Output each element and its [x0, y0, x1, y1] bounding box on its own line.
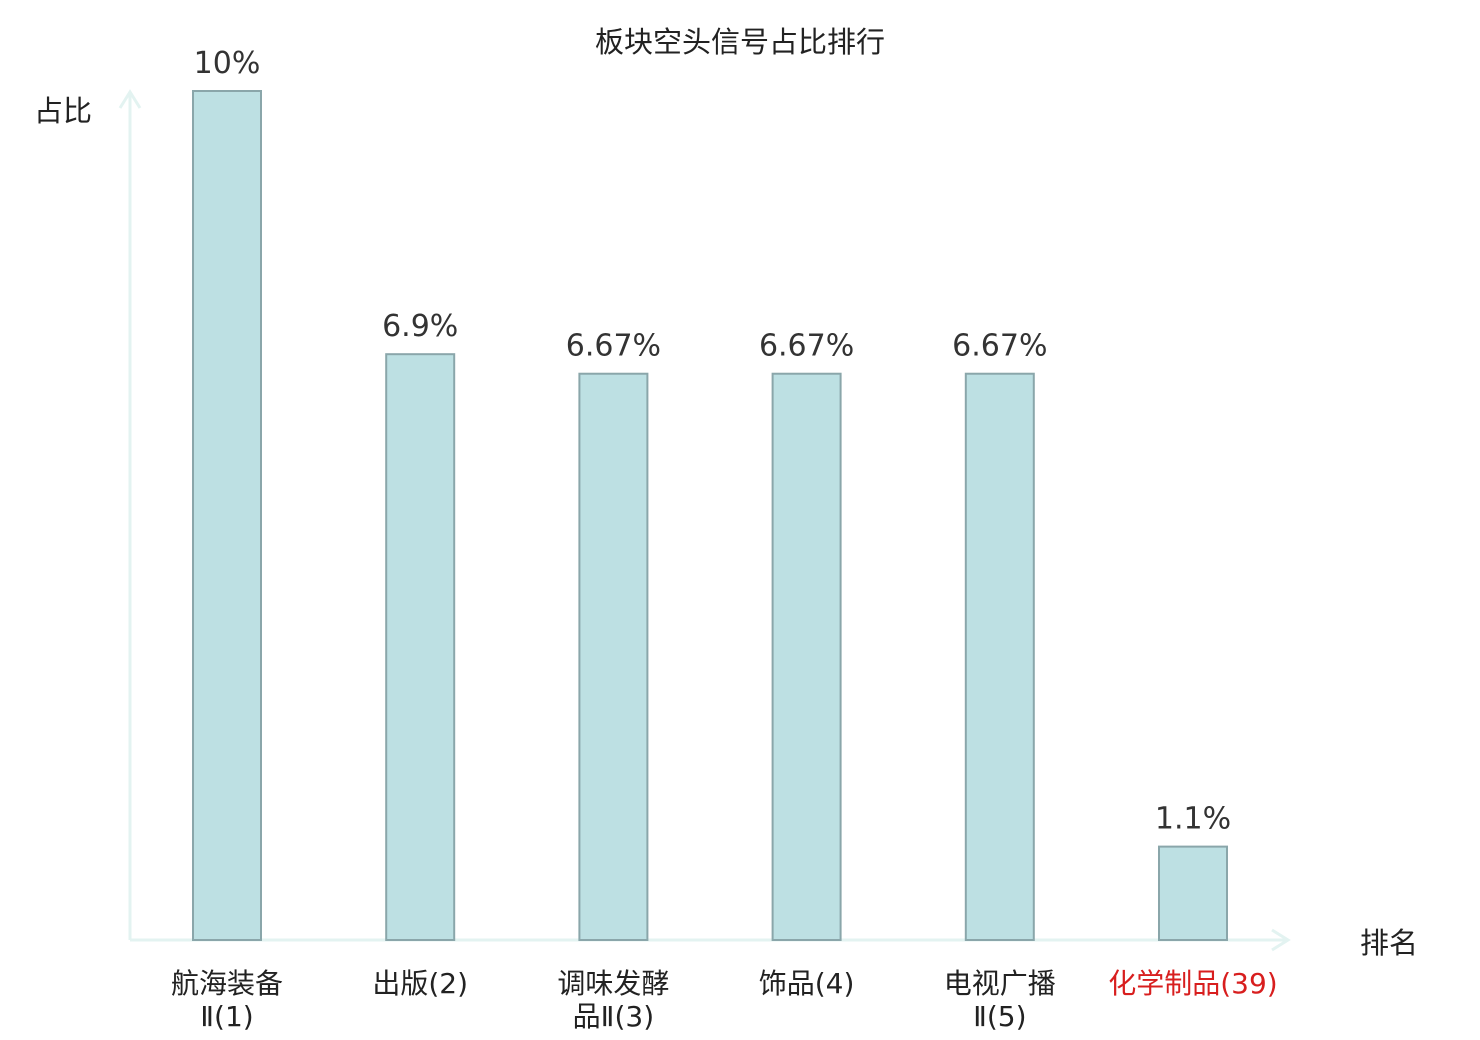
category-label-line: 饰品(4): [759, 967, 855, 1000]
category-label-3: 调味发酵品Ⅱ(3): [557, 967, 669, 1033]
bar-5: [964, 372, 1035, 942]
category-label-5: 电视广播 Ⅱ(5): [944, 967, 1056, 1033]
bar-2: [385, 353, 456, 941]
category-label-line: 出版(2): [372, 967, 468, 1000]
category-label-4: 饰品(4): [759, 967, 855, 1000]
category-label-line: 品Ⅱ(3): [573, 1000, 654, 1033]
bar-3: [578, 372, 649, 942]
category-label-1: 航海装备 Ⅱ(1): [171, 967, 283, 1033]
y-axis-arrow: [118, 89, 142, 109]
category-label-line: Ⅱ(5): [973, 1000, 1026, 1033]
category-labels-group: 航海装备 Ⅱ(1) 出版(2) 调味发酵品Ⅱ(3) 饰品(4) 电视广播 Ⅱ(5) 化学制品(…: [171, 967, 1278, 1033]
chart-title: 板块空头信号占比排行: [595, 25, 885, 59]
category-label-line: 化学制品(39): [1108, 967, 1277, 1000]
bars-group: [192, 90, 1228, 942]
category-label-line: Ⅱ(1): [200, 1000, 253, 1033]
category-label-6: 化学制品(39): [1108, 967, 1277, 1000]
value-label-4: 6.67%: [759, 329, 854, 364]
value-label-6: 1.1%: [1155, 802, 1231, 837]
value-label-5: 6.67%: [952, 329, 1047, 364]
category-label-line: 电视广播: [944, 967, 1056, 1000]
value-labels-group: 10% 6.9% 6.67% 6.67% 6.67% 1.1%: [194, 46, 1231, 837]
x-axis-arrow: [1271, 928, 1291, 952]
category-label-2: 出版(2): [372, 967, 468, 1000]
value-label-3: 6.67%: [566, 329, 661, 364]
value-label-2: 6.9%: [382, 309, 458, 344]
x-axis-label: 排名: [1360, 926, 1418, 960]
bar-6: [1158, 845, 1228, 941]
y-axis-label: 占比: [34, 94, 92, 128]
value-label-1: 10%: [194, 46, 261, 81]
category-label-line: 调味发酵: [557, 967, 669, 1000]
category-label-line: 航海装备: [171, 967, 283, 1000]
bar-1: [192, 90, 262, 941]
bar-4: [771, 372, 842, 942]
